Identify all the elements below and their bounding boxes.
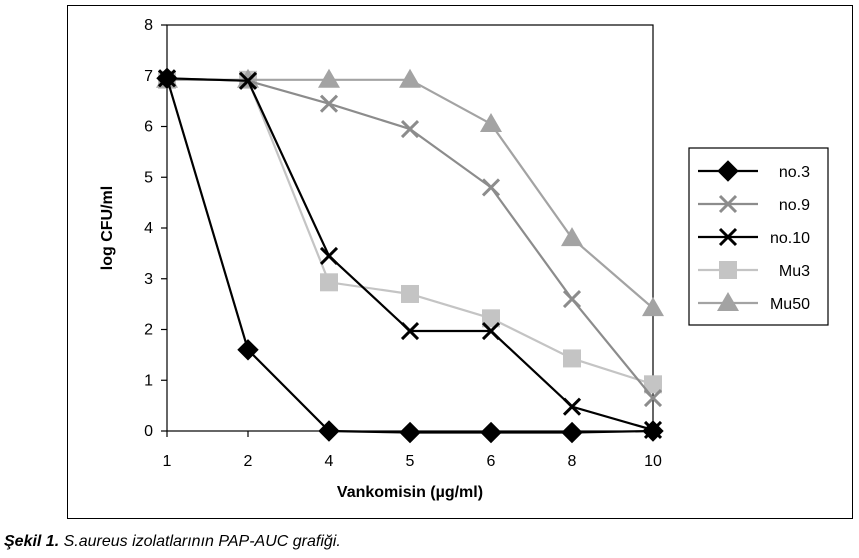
data-point-mu50	[318, 68, 340, 88]
y-axis-title: log CFU/ml	[99, 186, 116, 270]
x-tick-label: 6	[487, 453, 496, 470]
marker-stroke	[481, 178, 501, 197]
y-tick-label: 0	[144, 423, 153, 440]
legend-item-mu50: Mu50	[698, 292, 810, 313]
legend-label: Mu3	[779, 263, 810, 280]
legend-label: no.9	[779, 197, 810, 214]
series-no-10	[157, 69, 663, 440]
x-tick-label: 1	[163, 453, 172, 470]
x-tick-label: 10	[644, 453, 662, 470]
caption-label: Şekil 1.	[4, 533, 60, 550]
legend: no.3 no.9 no.10 Mu3 Mu50	[688, 147, 829, 326]
y-tick-label: 2	[144, 322, 153, 339]
x-tick-label: 5	[406, 453, 415, 470]
marker-stroke	[643, 388, 663, 408]
legend-item-no-3: no.3	[698, 160, 810, 182]
series-mu3	[158, 70, 662, 394]
data-point-no-3	[156, 67, 178, 89]
data-point-no-9	[400, 119, 420, 139]
y-tick-label: 1	[144, 372, 153, 389]
legend-marker	[717, 292, 739, 311]
data-point-no-9	[643, 388, 663, 408]
data-point-no-3	[642, 420, 664, 442]
marker-stroke	[562, 289, 582, 309]
y-tick-label: 6	[144, 119, 153, 136]
data-point-mu3	[644, 375, 662, 394]
data-point-mu3	[482, 309, 500, 328]
x-axis-title: Vankomisin (µg/ml)	[337, 484, 483, 501]
marker-stroke	[718, 227, 738, 247]
data-point-no-3	[561, 421, 583, 444]
series-line-mu3	[167, 78, 654, 386]
data-point-mu50	[642, 297, 664, 317]
figure-caption: Şekil 1. S.aureus izolatlarının PAP-AUC …	[4, 533, 341, 551]
marker-stroke	[718, 194, 738, 214]
series-no-3	[156, 67, 664, 444]
data-point-mu3	[563, 349, 581, 368]
y-tick-label: 4	[144, 220, 153, 237]
figure-frame: 0 1 2 3 4 5 6 7 8 1 2 4 5 6 8 10 Vankomisin (µg/ml) log C…	[67, 5, 853, 519]
series-no-9	[157, 69, 663, 408]
legend-label: Mu50	[770, 296, 810, 313]
data-point-no-3	[399, 421, 421, 444]
data-point-no-10	[319, 246, 339, 265]
marker-stroke	[481, 321, 501, 341]
x-tick-label: 2	[244, 453, 253, 470]
data-point-mu3	[401, 284, 419, 303]
data-point-mu50	[480, 112, 502, 132]
marker-stroke	[319, 94, 339, 113]
x-tick-label: 4	[325, 453, 334, 470]
marker-stroke	[319, 246, 339, 265]
marker-stroke	[562, 397, 582, 416]
data-point-no-3	[480, 421, 502, 444]
data-point-no-10	[481, 321, 501, 341]
legend-marker	[718, 227, 738, 247]
series-line-no-3	[165, 77, 654, 434]
legend-item-no-9: no.9	[698, 194, 810, 214]
y-tick-label: 7	[144, 68, 153, 85]
data-point-no-3	[237, 339, 259, 361]
marker-stroke	[400, 119, 420, 139]
legend-marker	[717, 160, 739, 182]
legend-label: no.3	[779, 164, 810, 181]
y-tick-label: 8	[144, 17, 153, 34]
legend-label: no.10	[770, 230, 810, 247]
legend-item-mu3: Mu3	[698, 261, 810, 280]
data-point-no-9	[481, 178, 501, 197]
data-point-no-9	[319, 94, 339, 113]
caption-text: S.aureus izolatlarının PAP-AUC grafiği.	[63, 533, 341, 550]
legend-marker	[718, 194, 738, 214]
data-point-mu50	[399, 68, 421, 88]
series-mu50	[156, 68, 664, 317]
legend-marker	[719, 261, 737, 279]
data-point-no-10	[562, 397, 582, 416]
legend-item-no-10: no.10	[698, 227, 810, 247]
x-tick-label: 8	[568, 453, 577, 470]
data-point-mu3	[320, 273, 338, 292]
series-line-mu50	[167, 78, 654, 310]
y-tick-label: 3	[144, 271, 153, 288]
data-point-no-3	[318, 420, 340, 442]
marker-stroke	[238, 71, 258, 90]
data-point-no-10	[238, 71, 258, 90]
data-point-no-9	[562, 289, 582, 309]
data-point-mu50	[561, 227, 583, 247]
y-tick-label: 5	[144, 169, 153, 186]
data-point-no-10	[400, 321, 420, 341]
marker-stroke	[400, 321, 420, 341]
